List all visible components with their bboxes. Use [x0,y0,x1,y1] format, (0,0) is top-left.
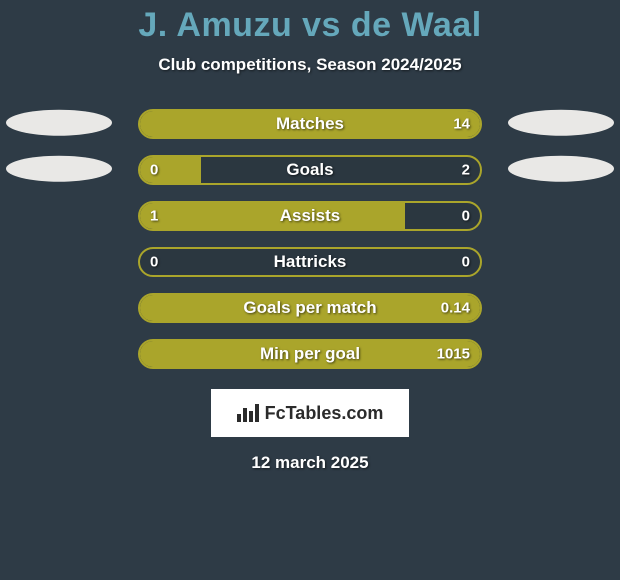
player-right-marker [508,156,614,182]
stat-bar-fill [140,111,480,137]
stat-row: Goals02 [0,147,620,193]
stat-bar: Hattricks0 0 [138,247,482,277]
stat-bar: Assists10 [138,201,482,231]
stat-row: Goals per match0.14 [0,285,620,331]
stat-row: Assists10 [0,193,620,239]
stat-value-right: 2 [462,162,470,179]
logo-text: FcTables.com [265,403,384,424]
player-right-marker [508,110,614,136]
comparison-card: J. Amuzu vs de Waal Club competitions, S… [0,0,620,580]
stat-bar-fill [140,203,405,229]
stat-bar: Min per goal1015 [138,339,482,369]
stat-row: Hattricks0 0 [0,239,620,285]
fctables-logo: FcTables.com [211,389,409,437]
stat-bar: Goals per match0.14 [138,293,482,323]
stat-value-right: 0 [462,208,470,225]
player-left-marker [6,110,112,136]
stat-bar-fill [140,341,480,367]
bar-chart-icon [237,404,259,422]
stat-label: Hattricks [140,252,480,272]
stat-row: Min per goal1015 [0,331,620,377]
date-label: 12 march 2025 [251,453,368,473]
stats-container: Matches14Goals02Assists10Hattricks00Goal… [0,101,620,377]
stat-bar-fill [140,157,201,183]
stat-bar: Matches14 [138,109,482,139]
stat-bar: Goals02 [138,155,482,185]
stat-bar-fill [140,295,480,321]
page-title: J. Amuzu vs de Waal [138,6,481,45]
stat-row: Matches14 [0,101,620,147]
stat-value-right: 0 [462,254,470,271]
player-left-marker [6,156,112,182]
stat-value-left: 0 [150,254,158,271]
subtitle: Club competitions, Season 2024/2025 [158,55,461,75]
